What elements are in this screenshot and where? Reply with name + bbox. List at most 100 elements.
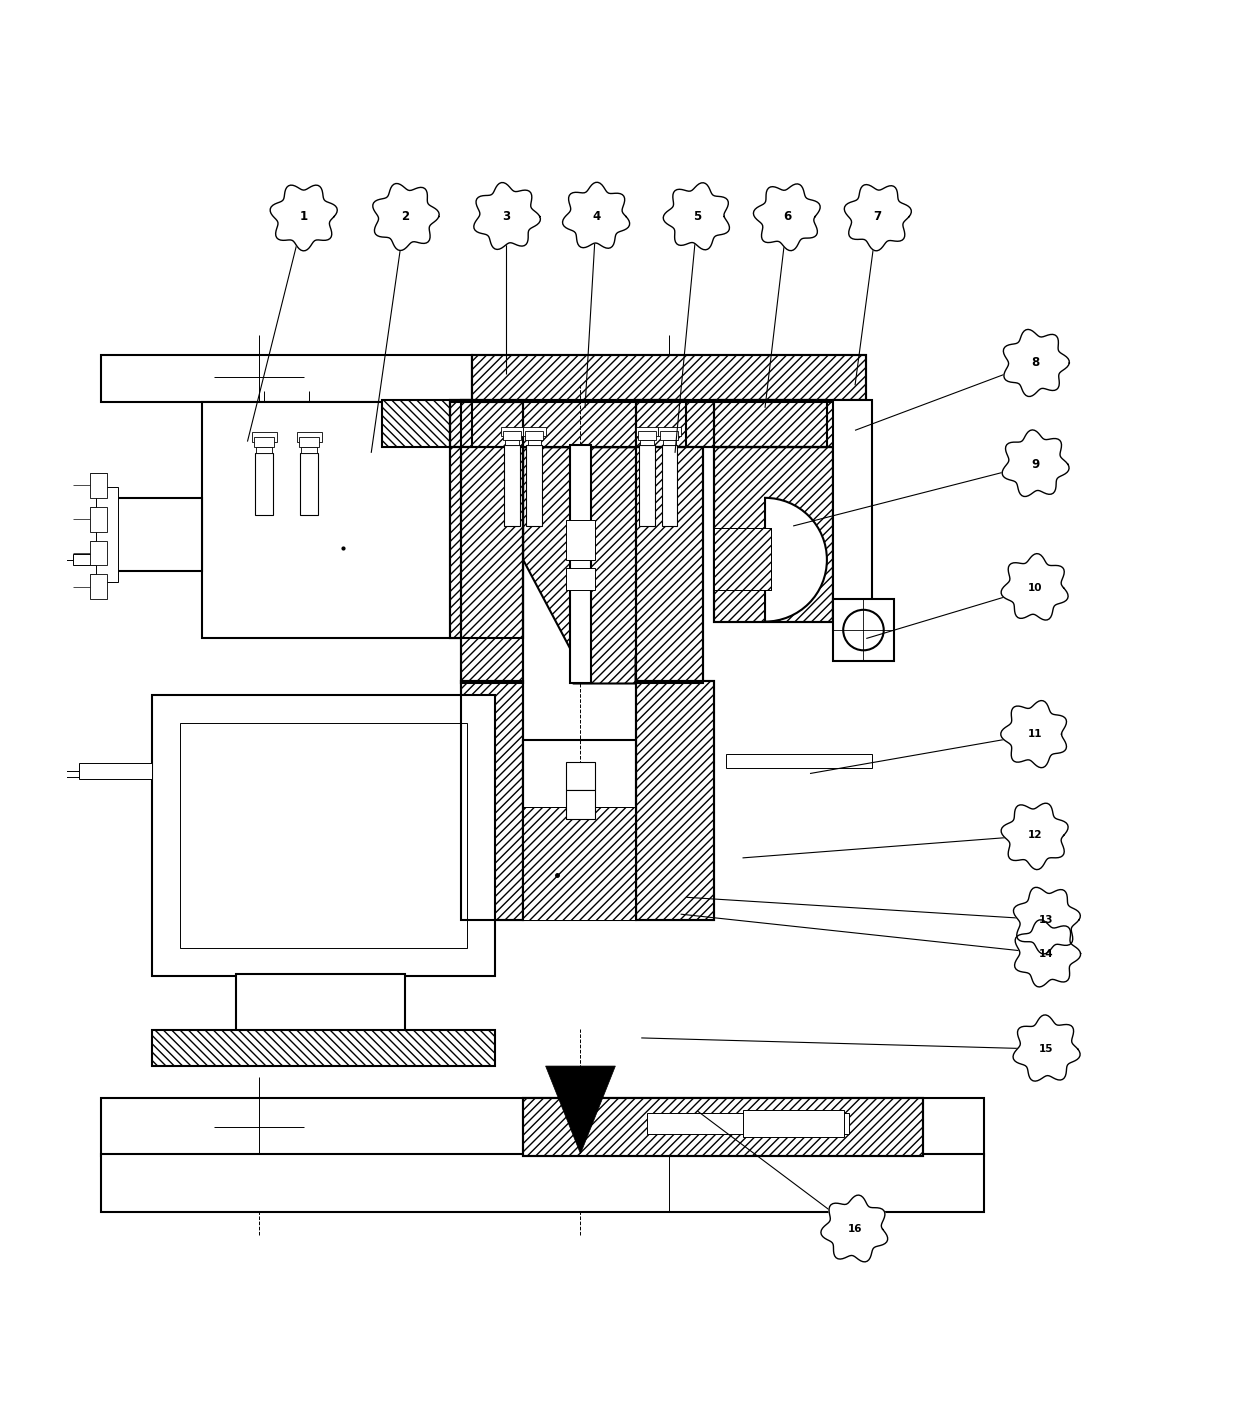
Bar bbox=[461, 400, 523, 683]
Bar bbox=[472, 354, 867, 402]
Bar bbox=[527, 445, 542, 527]
Bar bbox=[566, 568, 595, 590]
Bar bbox=[635, 400, 827, 448]
Bar bbox=[89, 473, 107, 498]
Bar bbox=[472, 354, 867, 402]
Bar bbox=[523, 740, 635, 919]
Polygon shape bbox=[1013, 887, 1080, 955]
Polygon shape bbox=[663, 182, 730, 250]
Polygon shape bbox=[523, 448, 687, 683]
Text: 16: 16 bbox=[848, 1224, 862, 1234]
Bar bbox=[89, 507, 107, 531]
Bar bbox=[180, 723, 467, 947]
Polygon shape bbox=[1002, 803, 1068, 870]
Polygon shape bbox=[844, 185, 911, 251]
Bar bbox=[635, 448, 703, 683]
Bar bbox=[252, 432, 277, 442]
Bar bbox=[640, 441, 654, 445]
Bar bbox=[300, 453, 319, 515]
Bar bbox=[714, 400, 867, 448]
Text: 10: 10 bbox=[1028, 583, 1042, 593]
Bar bbox=[523, 1097, 922, 1156]
Bar bbox=[635, 400, 703, 683]
Bar bbox=[151, 1029, 495, 1066]
Bar bbox=[450, 402, 523, 638]
Polygon shape bbox=[546, 1066, 615, 1154]
Bar bbox=[714, 448, 833, 621]
Polygon shape bbox=[1002, 554, 1068, 620]
Polygon shape bbox=[1013, 1015, 1080, 1082]
Bar bbox=[523, 426, 546, 436]
Text: 8: 8 bbox=[1031, 356, 1039, 370]
Bar bbox=[726, 754, 872, 768]
Bar bbox=[528, 441, 541, 445]
Polygon shape bbox=[1003, 329, 1070, 397]
Bar bbox=[663, 441, 677, 445]
Polygon shape bbox=[270, 185, 338, 251]
Bar bbox=[461, 681, 523, 919]
Text: 2: 2 bbox=[401, 210, 410, 223]
Bar bbox=[299, 438, 320, 448]
Bar bbox=[461, 400, 523, 683]
Bar bbox=[504, 445, 519, 527]
Bar bbox=[203, 402, 484, 638]
Bar bbox=[566, 521, 595, 559]
Bar bbox=[833, 400, 872, 621]
Bar bbox=[450, 402, 523, 638]
Bar bbox=[658, 426, 680, 436]
Polygon shape bbox=[562, 182, 630, 249]
Bar bbox=[714, 528, 771, 590]
Bar bbox=[450, 400, 687, 448]
Text: 5: 5 bbox=[693, 210, 702, 223]
Bar bbox=[742, 1110, 844, 1137]
Bar bbox=[45, 764, 62, 779]
Wedge shape bbox=[765, 498, 827, 621]
Bar bbox=[503, 432, 520, 441]
Polygon shape bbox=[753, 184, 820, 251]
Bar bbox=[523, 808, 635, 919]
Bar bbox=[523, 1097, 922, 1156]
Bar bbox=[505, 441, 519, 445]
Bar bbox=[662, 445, 678, 527]
Bar bbox=[660, 432, 678, 441]
Polygon shape bbox=[1002, 429, 1068, 497]
Bar bbox=[635, 400, 827, 448]
Bar bbox=[101, 354, 472, 402]
Bar bbox=[257, 448, 272, 453]
Text: 3: 3 bbox=[503, 210, 510, 223]
Bar bbox=[461, 681, 523, 919]
Text: 14: 14 bbox=[1040, 949, 1053, 959]
Bar bbox=[714, 528, 771, 590]
Text: 11: 11 bbox=[1028, 729, 1042, 738]
Polygon shape bbox=[373, 184, 440, 250]
Polygon shape bbox=[1000, 700, 1066, 768]
Bar bbox=[383, 400, 472, 448]
Bar bbox=[646, 1113, 849, 1134]
Bar bbox=[151, 1029, 495, 1066]
Bar bbox=[383, 400, 472, 448]
Bar bbox=[78, 764, 151, 779]
Polygon shape bbox=[1014, 919, 1081, 987]
Bar bbox=[714, 448, 833, 621]
Bar bbox=[638, 432, 656, 441]
Text: 12: 12 bbox=[1028, 830, 1042, 840]
Text: 9: 9 bbox=[1031, 457, 1039, 470]
Bar bbox=[301, 448, 318, 453]
Bar bbox=[635, 681, 714, 919]
Text: 13: 13 bbox=[1040, 915, 1053, 925]
Bar bbox=[500, 426, 523, 436]
Bar bbox=[151, 695, 495, 976]
Bar bbox=[525, 432, 543, 441]
Bar bbox=[566, 791, 595, 819]
Bar bbox=[256, 453, 273, 515]
Text: 4: 4 bbox=[592, 210, 600, 223]
Text: 7: 7 bbox=[873, 210, 882, 223]
Bar bbox=[101, 1154, 984, 1213]
Bar bbox=[297, 432, 321, 442]
Text: 6: 6 bbox=[784, 210, 791, 223]
Circle shape bbox=[843, 610, 883, 651]
Bar bbox=[101, 1097, 984, 1156]
Bar bbox=[255, 438, 275, 448]
Bar bbox=[566, 762, 595, 791]
Bar bbox=[714, 400, 867, 448]
